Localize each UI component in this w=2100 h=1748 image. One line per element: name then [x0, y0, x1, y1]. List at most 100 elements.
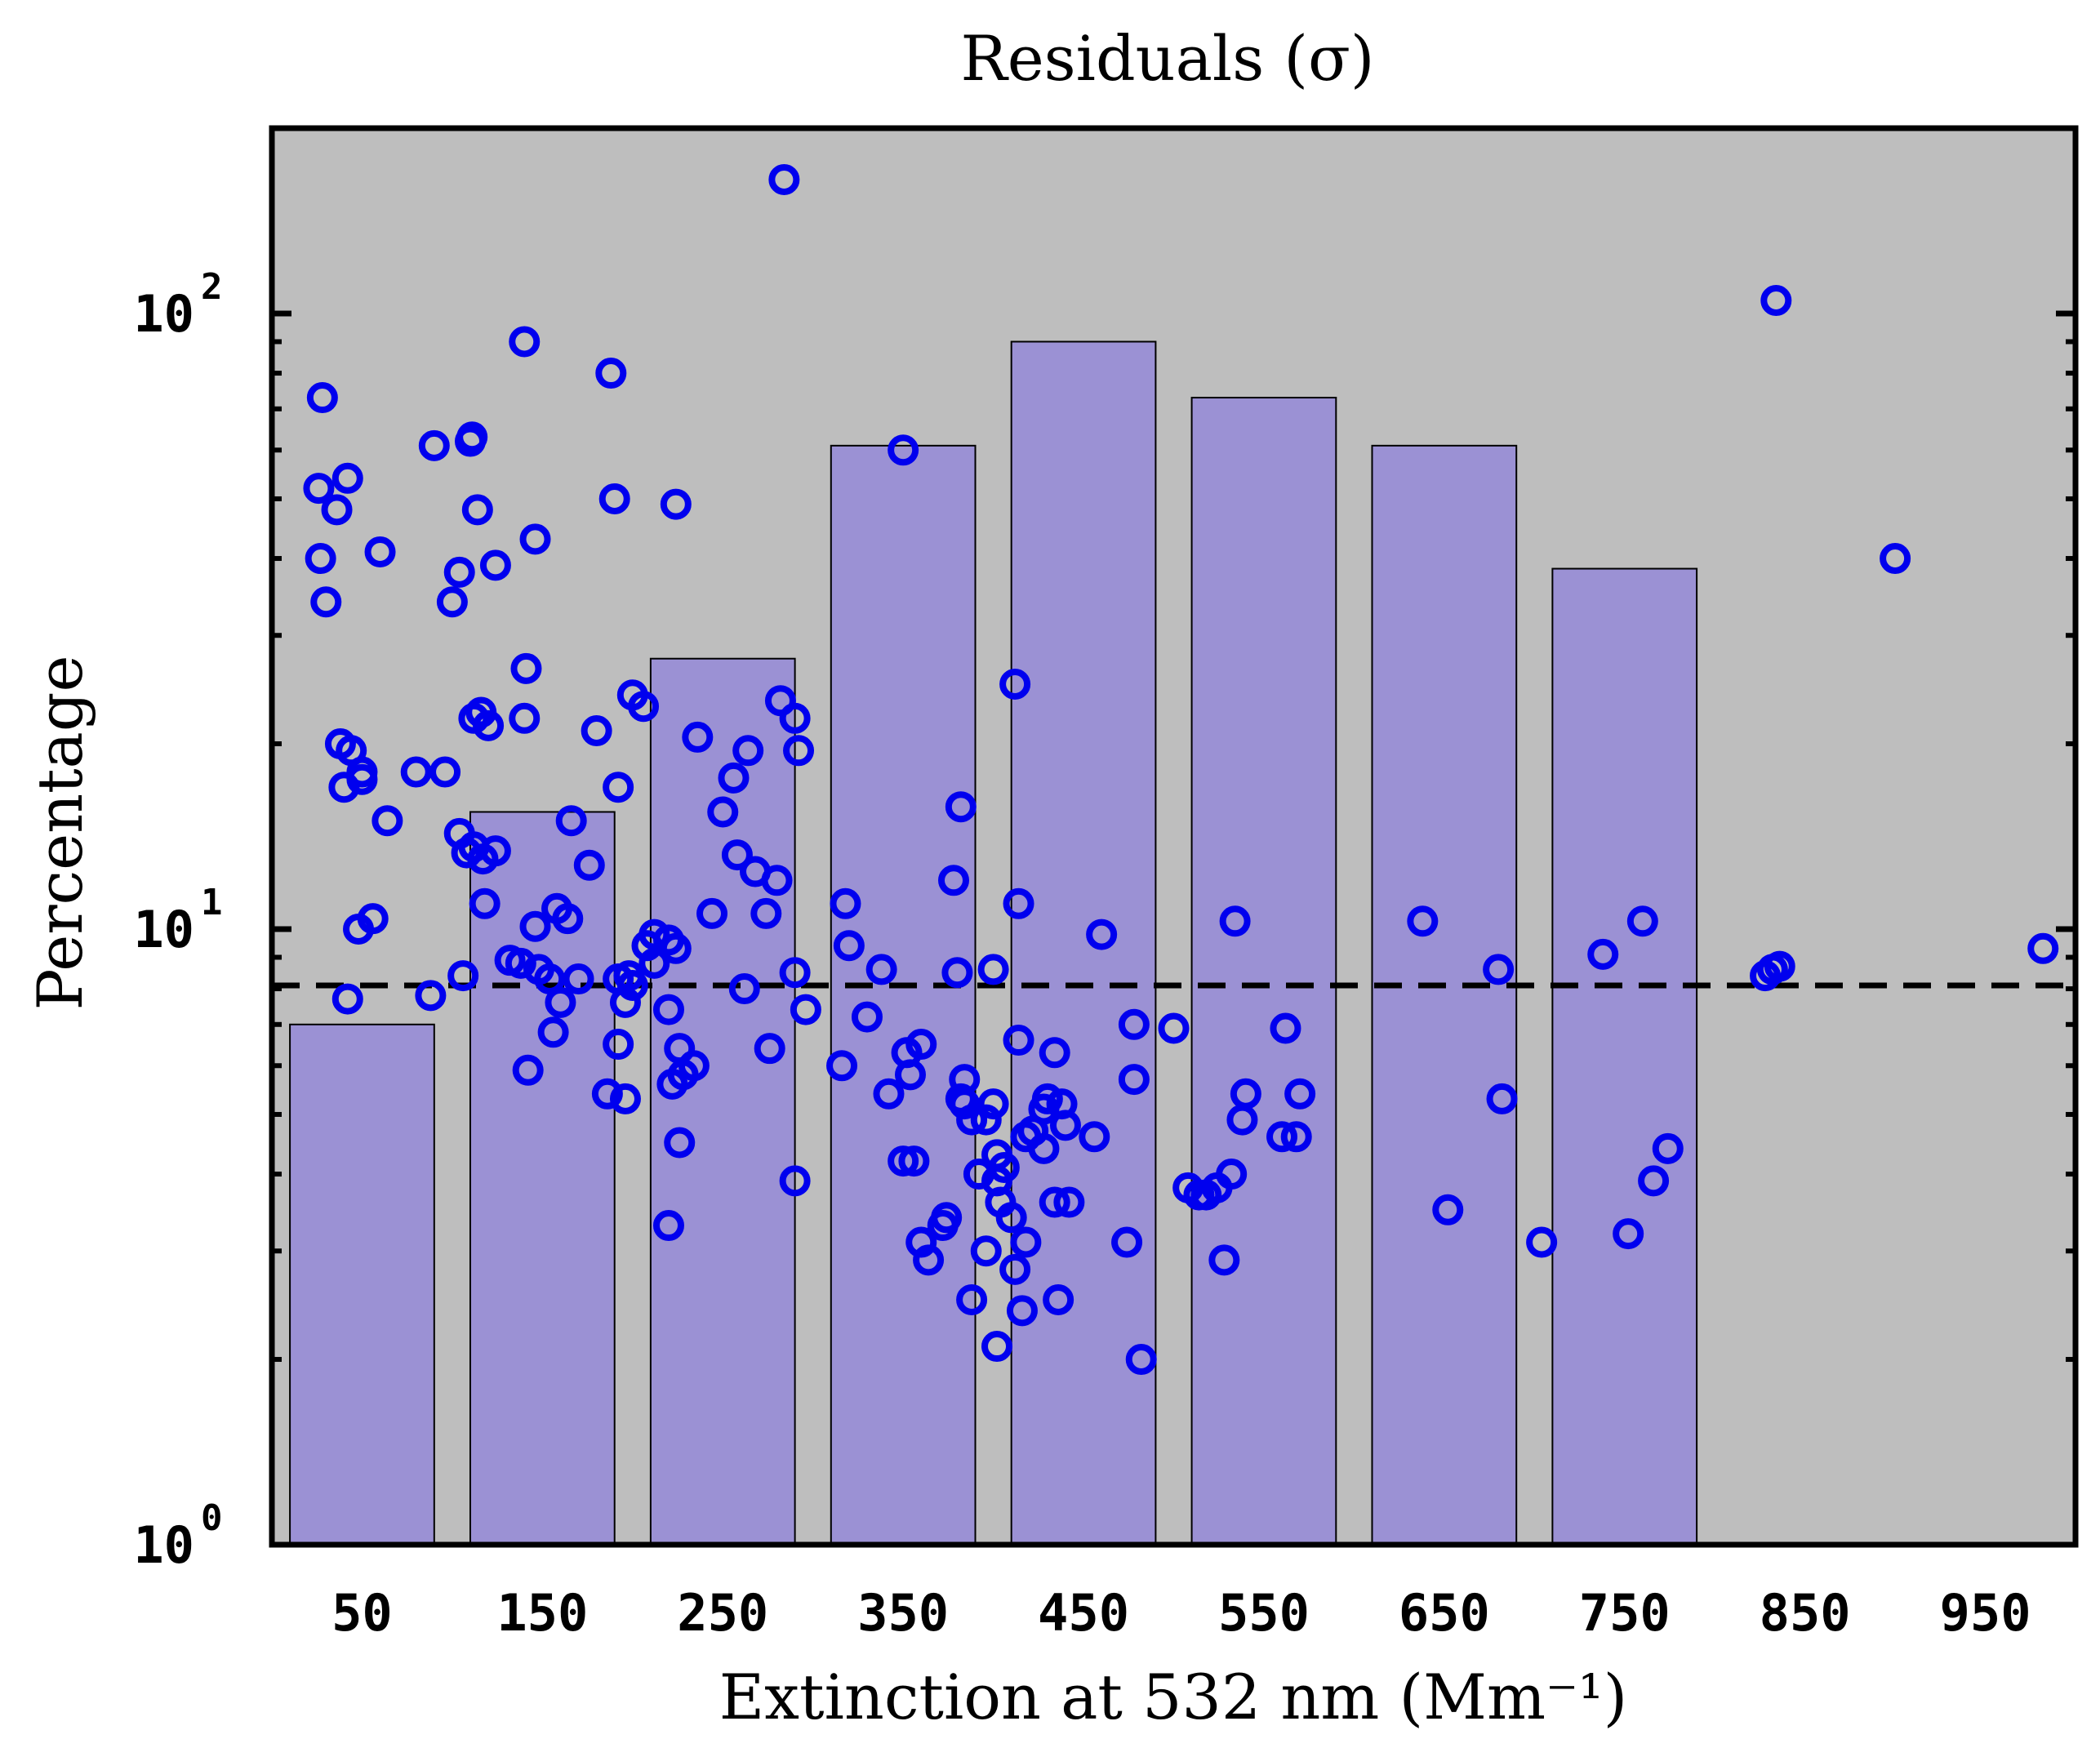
- y-tick-label-exponent: 2: [201, 266, 223, 308]
- data-point: [931, 1202, 963, 1234]
- data-point: [1079, 1121, 1110, 1153]
- data-point: [573, 849, 605, 881]
- data-point: [941, 957, 973, 989]
- data-point: [436, 586, 468, 618]
- data-point: [779, 1165, 811, 1197]
- data-point: [768, 163, 800, 195]
- data-point: [988, 1151, 1020, 1183]
- data-point: [400, 756, 432, 788]
- data-point: [790, 994, 821, 1025]
- bar-3: [830, 444, 977, 1546]
- x-tick-label: 950: [1940, 1583, 2031, 1643]
- data-point: [510, 652, 542, 684]
- bars-layer: [289, 340, 1698, 1546]
- data-point: [696, 897, 727, 929]
- x-tick-label: 450: [1038, 1583, 1129, 1643]
- data-point: [956, 1283, 988, 1315]
- data-point: [721, 839, 753, 871]
- data-point: [555, 805, 587, 837]
- data-point: [346, 756, 378, 788]
- data-point: [938, 865, 970, 896]
- data-point: [779, 702, 811, 734]
- data-point: [956, 1104, 988, 1136]
- x-tick-label: 550: [1218, 1583, 1310, 1643]
- data-point: [970, 1104, 1002, 1136]
- data-point: [652, 1210, 684, 1242]
- data-point: [613, 960, 645, 992]
- data-point: [473, 709, 505, 741]
- data-point: [1031, 1083, 1063, 1114]
- y-tick-label-base: 10: [133, 284, 194, 344]
- data-point: [660, 488, 692, 520]
- data-point: [981, 1331, 1013, 1363]
- data-point: [305, 543, 336, 575]
- data-point: [505, 947, 536, 979]
- data-point: [1432, 1194, 1464, 1225]
- data-point: [321, 494, 353, 526]
- data-point: [519, 523, 551, 555]
- data-point: [1118, 1064, 1150, 1096]
- data-point: [638, 947, 670, 979]
- data-point: [1626, 905, 1658, 937]
- data-point: [1053, 1186, 1085, 1218]
- x-tick-label: 750: [1579, 1583, 1671, 1643]
- data-point: [1158, 1012, 1190, 1044]
- data-point: [461, 494, 493, 526]
- data-point: [364, 536, 396, 567]
- y-tick-label-base: 10: [133, 1515, 194, 1575]
- y-tick-label-exponent: 0: [201, 1497, 223, 1539]
- data-point: [581, 715, 612, 747]
- x-tick-labels: 50 150 250 350 450 550 650 750 850 950: [331, 1583, 2031, 1643]
- data-point: [456, 421, 488, 453]
- data-point: [415, 980, 447, 1012]
- data-point: [1266, 1121, 1298, 1153]
- data-point: [1638, 1165, 1670, 1197]
- data-point: [598, 483, 630, 514]
- data-point: [783, 735, 815, 767]
- data-point: [913, 1244, 945, 1276]
- x-tick-label: 250: [677, 1583, 768, 1643]
- data-point: [1039, 1037, 1070, 1069]
- data-point: [833, 930, 865, 962]
- data-point: [537, 1016, 569, 1048]
- plot-frame: [269, 125, 2079, 1548]
- data-point: [1010, 1226, 1042, 1258]
- data-point: [905, 1029, 937, 1061]
- data-point: [1486, 1083, 1518, 1114]
- data-point: [732, 735, 764, 767]
- data-point: [894, 1059, 926, 1091]
- data-point: [1006, 1295, 1038, 1327]
- data-point: [945, 791, 977, 823]
- data-point: [418, 429, 450, 461]
- data-point: [949, 1088, 981, 1120]
- data-point: [707, 796, 739, 828]
- data-point: [682, 721, 714, 753]
- data-point: [331, 462, 363, 494]
- data-point: [678, 1050, 710, 1082]
- data-point: [1280, 1121, 1312, 1153]
- data-point: [306, 382, 338, 414]
- data-point: [1270, 1012, 1301, 1044]
- data-point: [830, 887, 861, 919]
- data-point: [970, 1235, 1002, 1267]
- data-point: [754, 1033, 785, 1065]
- data-point: [534, 963, 566, 995]
- data-point: [718, 762, 750, 794]
- data-point: [563, 963, 594, 995]
- data-point: [826, 1050, 858, 1082]
- data-point: [628, 691, 660, 723]
- data-point: [512, 1054, 544, 1086]
- data-point: [1284, 1078, 1316, 1110]
- data-point: [509, 702, 541, 734]
- data-point: [1208, 1244, 1240, 1276]
- data-point: [447, 960, 479, 992]
- data-point: [509, 326, 541, 358]
- data-point: [443, 556, 475, 588]
- data-point: [479, 835, 511, 867]
- bar-5: [1190, 397, 1337, 1546]
- bar-6: [1371, 444, 1518, 1546]
- data-point: [603, 772, 634, 803]
- bar-7: [1551, 567, 1698, 1546]
- data-point: [865, 954, 897, 985]
- data-point: [1760, 285, 1792, 317]
